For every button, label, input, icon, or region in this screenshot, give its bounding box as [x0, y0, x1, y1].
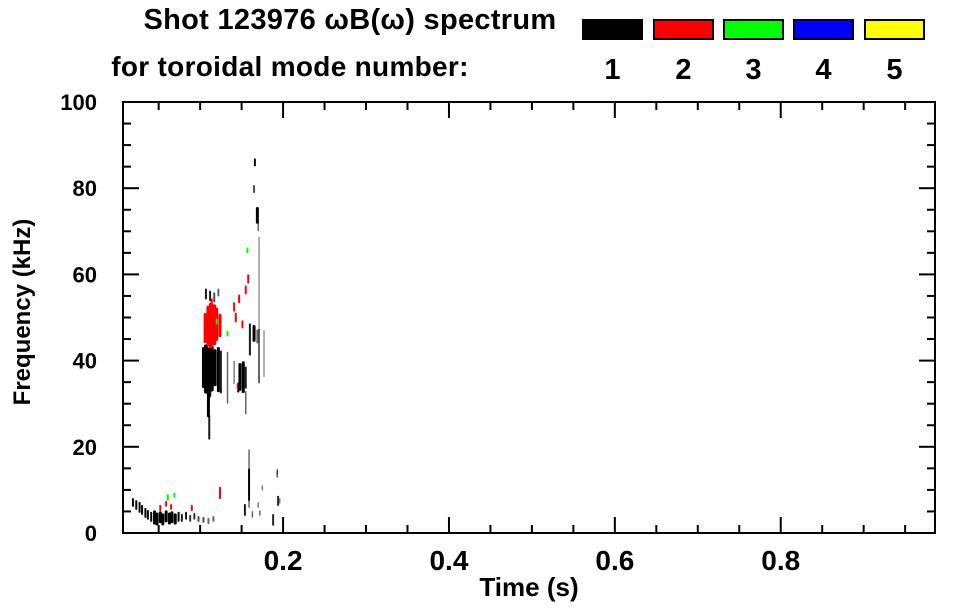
y-axis-title: Frequency (kHz) — [9, 219, 36, 406]
legend-label-n4: 4 — [815, 54, 832, 86]
x-tick-label: 0.8 — [761, 545, 800, 576]
legend-item-n5: 5 — [864, 19, 925, 85]
y-tick-label: 0 — [85, 521, 97, 546]
legend-swatch-n1 — [582, 19, 643, 40]
legend-label-n3: 3 — [745, 54, 762, 86]
legend-item-n2: 2 — [653, 19, 714, 85]
x-axis-title: Time (s) — [479, 572, 578, 602]
plot-title-line1: Shot 123976 ωB(ω) spectrum — [143, 4, 557, 36]
plot-title-line2: for toroidal mode number: — [111, 51, 469, 82]
legend-label-n2: 2 — [675, 54, 692, 86]
y-tick-label: 20 — [73, 435, 97, 460]
legend-swatch-n5 — [864, 19, 925, 40]
legend-item-n3: 3 — [723, 19, 784, 85]
x-tick-label: 0.4 — [429, 545, 468, 576]
x-tick-label: 0.6 — [595, 545, 634, 576]
legend-label-n5: 5 — [886, 54, 903, 86]
legend-item-n4: 4 — [793, 19, 854, 85]
mode-number-legend: 1 2 3 4 5 — [0, 0, 963, 95]
y-tick-label: 80 — [73, 176, 97, 201]
y-tick-label: 40 — [73, 349, 97, 374]
legend-item-n1: 1 — [582, 19, 643, 85]
legend-label-n1: 1 — [604, 54, 621, 86]
legend-swatch-n4 — [793, 19, 854, 40]
x-tick-label: 0.2 — [264, 545, 303, 576]
y-tick-label: 60 — [73, 262, 97, 287]
legend-swatch-n3 — [723, 19, 784, 40]
y-tick-label: 100 — [60, 90, 97, 115]
axes: 0.2 0.4 0.6 0.8 0 20 40 60 80 100 — [60, 90, 936, 576]
data-layer — [131, 158, 281, 526]
legend-swatch-n2 — [653, 19, 714, 40]
plot-frame — [122, 101, 936, 534]
